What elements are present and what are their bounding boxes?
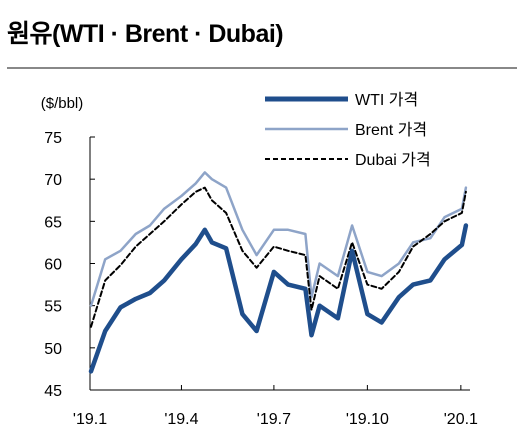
y-tick-label: 70: [44, 172, 62, 189]
y-tick-label: 50: [44, 341, 62, 358]
series-line-dubai: [90, 186, 467, 328]
y-tick-label: 65: [44, 214, 62, 231]
page-title: 원유(WTI · Brent · Dubai): [7, 20, 284, 48]
x-tick-label: '20.1: [444, 411, 478, 428]
chart-series: [88, 171, 469, 374]
chart-legend: WTI 가격 Brent 가격 Dubai 가격: [265, 91, 431, 169]
y-axis-unit-label: ($/bbl): [41, 95, 84, 112]
x-tick-label: '19.7: [257, 411, 291, 428]
legend-label-wti: WTI 가격: [355, 91, 418, 109]
x-tick-label: '19.4: [164, 411, 198, 428]
series-line-brent: [89, 171, 468, 307]
y-tick-label: 60: [44, 257, 62, 274]
title-divider: [7, 67, 517, 69]
series-line-wti: [88, 223, 469, 374]
x-tick-label: '19.1: [73, 411, 107, 428]
legend-label-dubai: Dubai 가격: [355, 151, 431, 169]
chart-axes: 45 50 55 60 65 70 75 '19.1 '19.4 '19.7 '19.10 '20.1: [44, 130, 478, 428]
y-tick-label: 75: [44, 130, 62, 147]
y-tick-label: 55: [44, 299, 62, 316]
y-tick-label: 45: [44, 383, 62, 400]
legend-label-brent: Brent 가격: [355, 121, 427, 139]
x-tick-label: '19.10: [346, 411, 389, 428]
